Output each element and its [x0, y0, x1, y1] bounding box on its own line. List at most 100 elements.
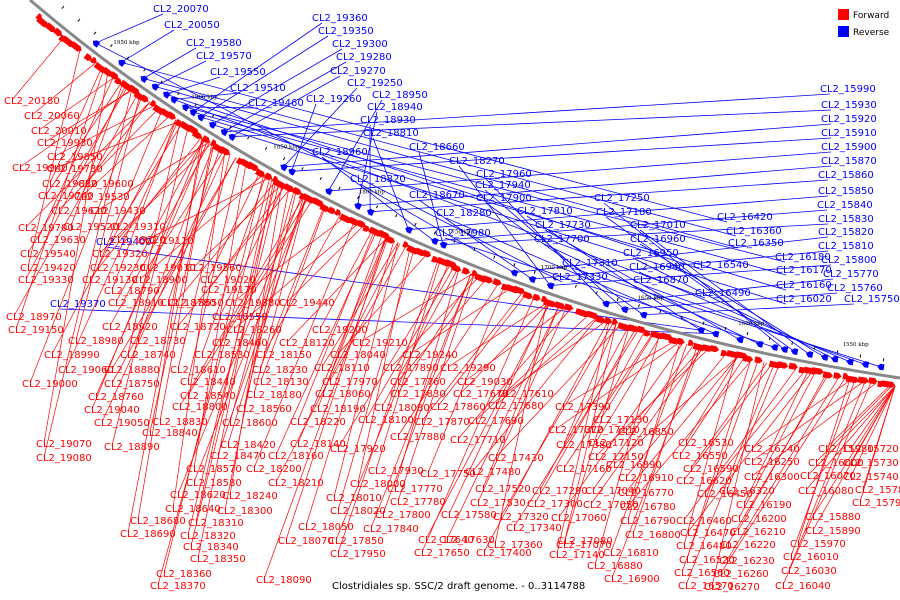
forward-gene-label: CL2_16300	[744, 472, 800, 483]
forward-gene-label: CL2_16200	[731, 514, 787, 525]
forward-gene-arrow	[149, 99, 157, 107]
forward-gene-label: CL2_17630	[439, 535, 495, 546]
reverse-gene-arrow	[805, 351, 814, 358]
forward-gene-arrow	[273, 178, 286, 189]
forward-leader-line	[460, 302, 550, 394]
forward-gene-label: CL2_18120	[279, 338, 335, 349]
forward-gene-arrow	[301, 193, 316, 204]
forward-gene-label: CL2_17130	[593, 415, 649, 426]
forward-gene-label: CL2_19000	[22, 379, 78, 390]
reverse-gene-label: CL2_18810	[363, 128, 419, 139]
forward-gene-label: CL2_17870	[414, 417, 470, 428]
forward-leader-line	[625, 356, 739, 493]
forward-gene-label: CL2_16470	[680, 528, 736, 539]
forward-gene-label: CL2_18190	[310, 404, 366, 415]
forward-leader-line	[337, 264, 451, 449]
forward-gene-label: CL2_18440	[180, 377, 236, 388]
reverse-gene-arrow	[163, 91, 171, 99]
reverse-gene-label: CL2_18820	[350, 174, 406, 185]
forward-leader-line	[111, 157, 237, 370]
scale-tick	[61, 5, 65, 9]
forward-leader-line	[101, 151, 227, 423]
forward-gene-label: CL2_18420	[220, 440, 276, 451]
forward-gene-arrow	[384, 235, 395, 244]
forward-leader-line	[81, 115, 171, 197]
forward-leader-line	[217, 197, 307, 456]
reverse-gene-label: CL2_15860	[818, 170, 874, 181]
forward-gene-label: CL2_18080	[374, 403, 430, 414]
forward-gene-label: CL2_17750	[420, 469, 476, 480]
forward-leader-line	[11, 37, 65, 101]
forward-leader-line	[685, 356, 739, 443]
reverse-gene-label: CL2_19360	[312, 13, 368, 24]
forward-leader-line	[500, 323, 614, 517]
forward-gene-label: CL2_17850	[328, 536, 384, 547]
reverse-leader-line	[531, 250, 829, 280]
forward-gene-label: CL2_16570	[678, 581, 734, 592]
scale-tick	[143, 68, 146, 72]
forward-leader-line	[720, 377, 846, 574]
forward-gene-label: CL2_18310	[188, 518, 244, 529]
forward-gene-arrow	[311, 197, 324, 207]
reverse-gene-label: CL2_18280	[436, 208, 492, 219]
forward-gene-label: CL2_19520	[63, 222, 119, 233]
reverse-gene-label: CL2_16950	[623, 248, 679, 259]
reverse-leader-line	[443, 223, 829, 245]
forward-gene-label: CL2_16030	[781, 566, 837, 577]
forward-leader-line	[333, 242, 399, 498]
forward-leader-line	[329, 246, 407, 382]
forward-leader-line	[595, 336, 661, 443]
forward-gene-arrow	[348, 216, 360, 226]
forward-gene-label: CL2_18680	[130, 516, 186, 527]
forward-gene-label: CL2_19420	[20, 263, 76, 274]
forward-leader-line	[446, 305, 560, 540]
forward-gene-label: CL2_19050	[94, 418, 150, 429]
scale-tick	[177, 92, 180, 96]
forward-gene-label: CL2_16240	[744, 444, 800, 455]
forward-leader-line	[711, 362, 765, 587]
reverse-leader-line	[444, 237, 775, 348]
reverse-gene-label: CL2_18660	[409, 142, 465, 153]
scale-tick	[211, 114, 215, 118]
reverse-gene-label: CL2_16160	[776, 280, 832, 291]
scale-tick	[395, 214, 398, 218]
forward-gene-label: CL2_18780	[160, 298, 216, 309]
forward-gene-arrow	[676, 337, 685, 345]
forward-gene-label: CL2_16850	[618, 427, 674, 438]
forward-gene-arrow	[822, 371, 833, 379]
forward-gene-arrow	[83, 53, 92, 61]
forward-gene-arrow	[109, 71, 119, 80]
reverse-gene-label: CL2_15810	[818, 241, 874, 252]
legend-label-reverse: Reverse	[853, 28, 890, 38]
forward-leader-line	[322, 237, 388, 394]
forward-leader-line	[679, 357, 745, 456]
reverse-gene-arrow	[209, 121, 217, 129]
forward-leader-line	[335, 264, 449, 541]
forward-leader-line	[193, 163, 247, 469]
forward-leader-line	[743, 371, 809, 505]
forward-gene-label: CL2_18690	[120, 529, 176, 540]
forward-gene-arrow	[881, 380, 896, 388]
reverse-leader-line	[513, 236, 829, 273]
forward-gene-label: CL2_18370	[150, 581, 206, 592]
forward-gene-label: CL2_15790	[852, 498, 900, 509]
forward-gene-label: CL2_18100	[358, 415, 414, 426]
forward-leader-line	[31, 62, 97, 116]
reverse-gene-label: CL2_19370	[50, 299, 106, 310]
forward-gene-label: CL2_18470	[210, 451, 266, 462]
forward-leader-line	[381, 268, 459, 408]
forward-gene-label: CL2_16620	[676, 476, 732, 487]
reverse-gene-arrow	[170, 96, 179, 104]
forward-gene-label: CL2_18750	[104, 379, 160, 390]
forward-gene-label: CL2_19530	[74, 192, 130, 203]
forward-gene-label: CL2_19430	[90, 206, 146, 217]
reverse-gene-label: CL2_17310	[562, 258, 618, 269]
reverse-gene-arrow	[780, 346, 789, 353]
forward-gene-label: CL2_20010	[31, 126, 87, 137]
scale-tick	[338, 186, 341, 190]
forward-gene-label: CL2_16230	[719, 556, 775, 567]
forward-leader-line	[159, 142, 213, 422]
forward-leader-line	[89, 136, 203, 280]
forward-leader-line	[477, 308, 567, 503]
forward-gene-label: CL2_18140	[290, 439, 346, 450]
